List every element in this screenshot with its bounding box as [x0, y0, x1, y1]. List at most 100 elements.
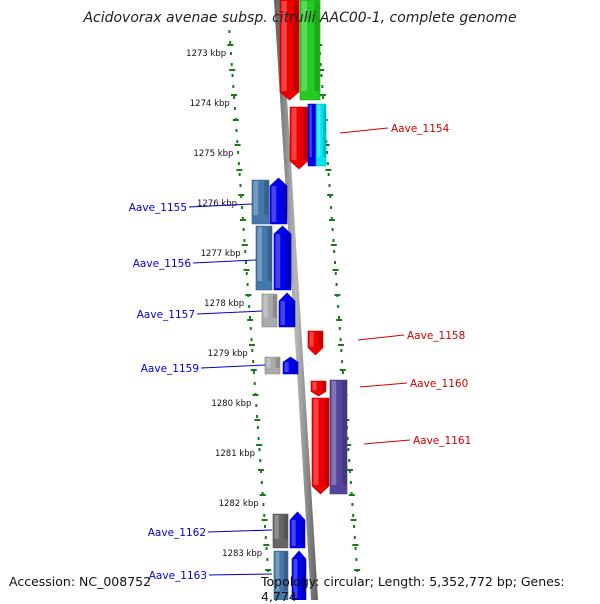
kbp-label: 1282 kbp	[219, 499, 259, 509]
gene-feature[interactable]	[269, 177, 288, 225]
dotted-ring-left	[248, 305, 251, 308]
dotted-ring-left	[253, 382, 256, 385]
gene-label-aave_1156[interactable]: Aave_1156	[133, 258, 192, 270]
dotted-ring-right	[333, 261, 336, 264]
gene-feature[interactable]	[289, 511, 306, 549]
major-tick-left	[238, 194, 245, 196]
gene-shadow	[283, 515, 288, 539]
major-tick-left	[263, 544, 270, 546]
gene-label-aave_1159[interactable]: Aave_1159	[141, 363, 199, 375]
dotted-ring-right	[355, 558, 358, 561]
dotted-ring-left	[263, 514, 266, 517]
major-tick-right	[332, 269, 339, 271]
dotted-ring-right	[348, 459, 351, 462]
dotted-ring-left	[231, 74, 234, 77]
gene-feature[interactable]	[278, 292, 296, 328]
major-tick-right	[319, 94, 326, 96]
dotted-ring-left	[244, 261, 247, 264]
gene-highlight	[275, 552, 280, 591]
dotted-ring-left	[241, 217, 244, 220]
major-tick-left	[248, 344, 255, 346]
gene-feature[interactable]	[311, 397, 330, 495]
major-tick-left	[234, 144, 241, 146]
gene-highlight	[271, 186, 277, 222]
dotted-ring-right	[347, 448, 350, 451]
gene-highlight	[274, 515, 279, 539]
dotted-ring-right	[338, 327, 341, 330]
gene-feature[interactable]	[299, 0, 321, 101]
major-tick-left	[229, 69, 236, 71]
dotted-ring-left	[249, 327, 252, 330]
major-tick-left	[230, 94, 237, 96]
major-tick-right	[330, 244, 337, 246]
dotted-ring-right	[337, 316, 340, 319]
kbp-label: 1278 kbp	[204, 299, 244, 309]
dotted-ring-left	[260, 481, 263, 484]
dotted-ring-right	[329, 195, 332, 198]
dotted-ring-right	[351, 503, 354, 506]
dotted-ring-left	[256, 426, 259, 429]
gene-label-aave_1158[interactable]: Aave_1158	[407, 330, 465, 342]
major-tick-left	[232, 119, 239, 121]
gene-highlight	[253, 181, 259, 215]
gene-highlight	[312, 382, 317, 391]
gene-label-aave_1155[interactable]: Aave_1155	[129, 202, 187, 214]
dotted-ring-right	[352, 514, 355, 517]
kbp-label: 1283 kbp	[222, 549, 262, 559]
gene-shadow	[290, 301, 295, 325]
gene-leader-line	[200, 364, 266, 369]
gene-highlight	[281, 1, 287, 91]
gene-label-aave_1154[interactable]: Aave_1154	[391, 123, 450, 135]
dotted-ring-left	[261, 492, 264, 495]
dotted-ring-right	[331, 228, 334, 231]
gene-feature[interactable]	[261, 293, 278, 328]
gene-highlight	[263, 295, 268, 318]
dotted-ring-left	[256, 415, 259, 418]
kbp-label: 1276 kbp	[197, 199, 237, 209]
gene-feature[interactable]	[289, 106, 309, 170]
kbp-label: 1273 kbp	[186, 49, 226, 59]
major-tick-left	[247, 319, 254, 321]
dotted-ring-left	[236, 140, 239, 143]
dotted-ring-left	[228, 30, 231, 33]
gene-label-aave_1161[interactable]: Aave_1161	[413, 435, 471, 447]
gene-feature[interactable]	[282, 356, 299, 375]
major-tick-right	[337, 344, 344, 346]
gene-feature[interactable]	[272, 513, 289, 549]
gene-highlight	[275, 234, 281, 288]
gene-highlight	[284, 362, 289, 372]
gene-feature[interactable]	[264, 356, 281, 375]
gene-feature[interactable]	[310, 380, 327, 397]
gene-label-aave_1157[interactable]: Aave_1157	[137, 309, 195, 321]
dotted-ring-left	[262, 503, 265, 506]
gene-feature[interactable]	[279, 0, 300, 101]
gene-feature[interactable]	[307, 330, 324, 356]
gene-feature[interactable]	[307, 103, 317, 167]
gene-feature[interactable]	[273, 225, 292, 291]
gene-feature[interactable]	[251, 179, 270, 225]
gene-shadow	[302, 559, 306, 598]
gene-shadow	[300, 520, 305, 546]
dotted-ring-left	[259, 459, 262, 462]
kbp-label: 1279 kbp	[208, 349, 248, 359]
dotted-ring-right	[353, 525, 355, 528]
gene-highlight	[301, 1, 308, 91]
major-tick-left	[245, 294, 252, 296]
gene-highlight	[280, 301, 285, 325]
gene-feature[interactable]	[329, 379, 348, 495]
gene-feature[interactable]	[255, 225, 273, 291]
gene-feature[interactable]	[315, 103, 327, 167]
gene-shadow	[275, 358, 280, 368]
dotted-ring-left	[242, 228, 245, 231]
major-tick-left	[243, 269, 250, 271]
gene-highlight	[317, 105, 321, 157]
dotted-ring-left	[257, 437, 260, 440]
gene-label-aave_1163[interactable]: Aave_1163	[149, 570, 207, 582]
gene-label-aave_1160[interactable]: Aave_1160	[410, 378, 468, 390]
gene-label-aave_1162[interactable]: Aave_1162	[148, 527, 206, 539]
dotted-ring-left	[235, 129, 238, 132]
major-tick-right	[327, 194, 334, 196]
gene-shadow	[267, 227, 272, 281]
major-tick-right	[336, 319, 343, 321]
